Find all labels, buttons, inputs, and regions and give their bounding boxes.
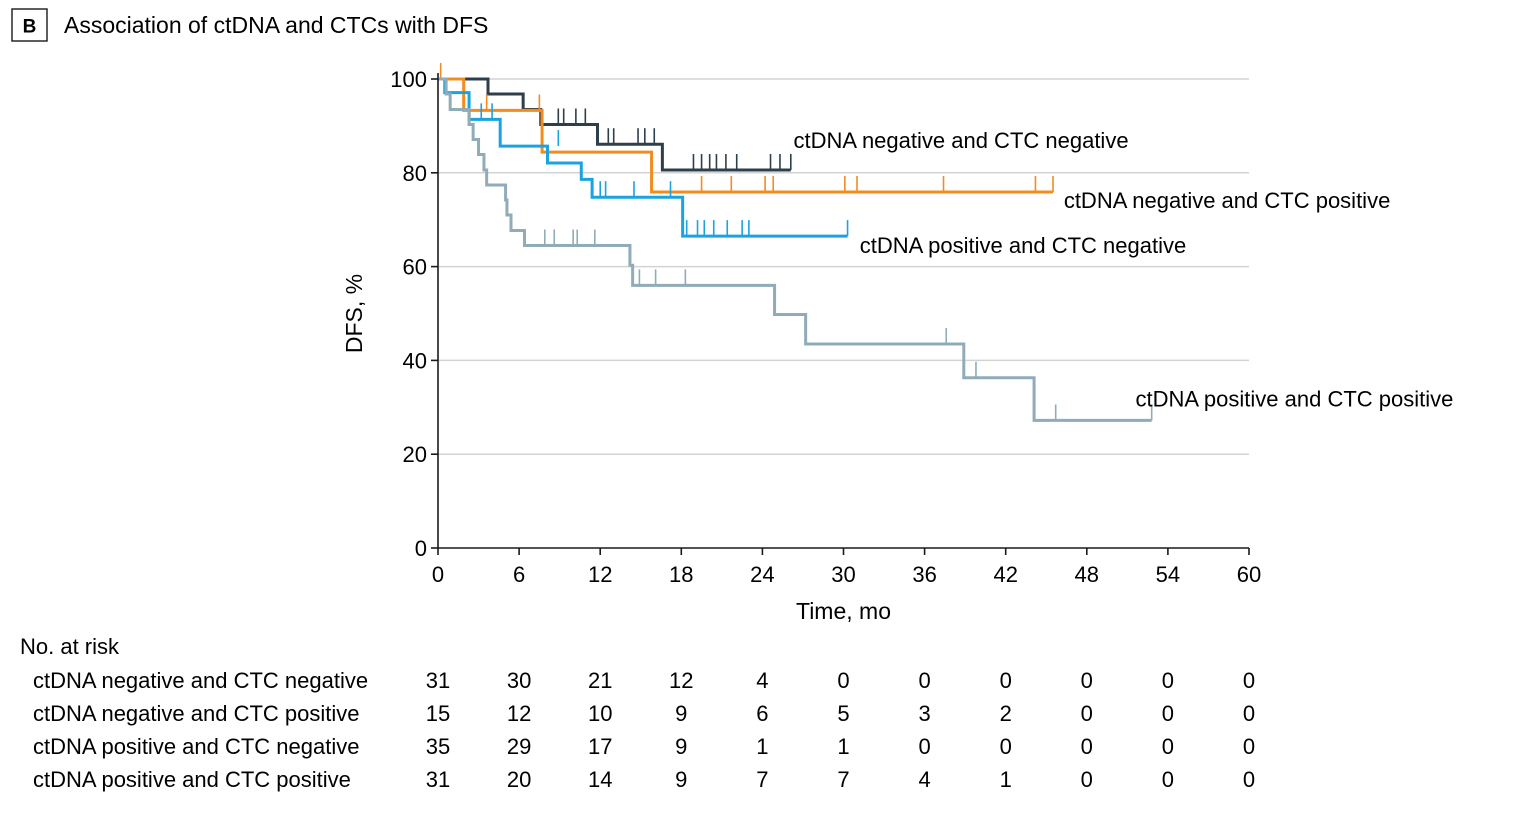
y-tick-label: 60 [403,255,427,280]
risk-count: 9 [675,734,687,759]
risk-count: 14 [588,767,612,792]
risk-count: 2 [1000,701,1012,726]
y-tick-label: 20 [403,442,427,467]
x-tick-label: 18 [669,562,693,587]
survival-curve-neg_pos [438,77,1054,194]
survival-curve-neg_neg [438,77,791,172]
risk-count: 0 [1000,668,1012,693]
risk-row-label: ctDNA positive and CTC negative [33,734,360,759]
x-tick-label: 48 [1075,562,1099,587]
risk-table-row: ctDNA positive and CTC negative 35 29 17 9 1 1… [33,734,1255,759]
risk-count: 10 [588,701,612,726]
risk-count: 0 [1162,701,1174,726]
risk-count: 20 [507,767,531,792]
y-tick-label: 0 [415,536,427,561]
curve-label-pos_pos: ctDNA positive and CTC positive [1135,386,1453,411]
risk-row-label: ctDNA negative and CTC negative [33,668,368,693]
risk-count: 6 [756,701,768,726]
risk-count: 9 [675,767,687,792]
x-tick-label: 12 [588,562,612,587]
risk-count: 12 [507,701,531,726]
risk-row-label: ctDNA positive and CTC positive [33,767,351,792]
risk-count: 7 [837,767,849,792]
risk-row-label: ctDNA negative and CTC positive [33,701,360,726]
risk-count: 4 [918,767,930,792]
panel-letter: B [23,17,37,38]
series-neg_neg [438,77,792,172]
y-axis-ticks: 0 20 40 60 80 100 [390,67,438,561]
risk-count: 0 [918,668,930,693]
risk-count: 4 [756,668,768,693]
x-axis-ticks: 0 6 12 18 24 30 36 42 48 54 60 [432,548,1261,587]
risk-count: 21 [588,668,612,693]
risk-table-row: ctDNA positive and CTC positive 31 20 14 9 7 7… [33,767,1255,792]
series-neg_pos [438,63,1054,194]
y-tick-label: 40 [403,348,427,373]
risk-count: 35 [426,734,450,759]
x-tick-label: 54 [1156,562,1180,587]
risk-count: 12 [669,668,693,693]
km-plot: 0 20 40 60 80 100 0 6 12 18 24 30 36 42 48 54 60 Time, … [341,63,1453,624]
risk-count: 0 [1081,767,1093,792]
risk-table-row: ctDNA negative and CTC positive 15 12 10 9 6 5… [33,701,1255,726]
risk-count: 0 [1000,734,1012,759]
x-tick-label: 0 [432,562,444,587]
x-axis-label: Time, mo [796,598,891,624]
x-tick-label: 36 [912,562,936,587]
panel-letter-box [11,8,48,42]
risk-count: 1 [1000,767,1012,792]
series-pos_neg [438,77,849,238]
series-pos_pos [438,77,1153,422]
curve-labels: ctDNA negative and CTC negative ctDNA neg… [793,128,1453,411]
survival-curves [438,63,1153,422]
risk-count: 0 [1162,767,1174,792]
risk-count: 0 [1162,734,1174,759]
y-tick-label: 100 [390,67,427,92]
risk-count: 0 [1243,734,1255,759]
x-tick-label: 60 [1237,562,1261,587]
y-axis-label: DFS, % [341,274,367,353]
survival-curve-pos_neg [438,77,848,238]
risk-count: 0 [1081,701,1093,726]
panel-header: B Association of ctDNA and CTCs with DFS [11,8,488,42]
risk-table-row: ctDNA negative and CTC negative 31 30 21 12 4… [33,668,1255,693]
risk-count: 0 [1081,668,1093,693]
risk-count: 0 [1243,668,1255,693]
risk-count: 1 [756,734,768,759]
x-tick-label: 42 [993,562,1017,587]
risk-count: 0 [1081,734,1093,759]
curve-label-neg_pos: ctDNA negative and CTC positive [1064,188,1391,213]
risk-count: 5 [837,701,849,726]
curve-label-neg_neg: ctDNA negative and CTC negative [793,128,1128,153]
risk-count: 17 [588,734,612,759]
risk-count: 1 [837,734,849,759]
risk-table: No. at risk ctDNA negative and CTC negat… [20,634,1255,792]
risk-count: 3 [918,701,930,726]
x-tick-label: 6 [513,562,525,587]
y-tick-label: 80 [403,161,427,186]
risk-count: 30 [507,668,531,693]
curve-label-pos_neg: ctDNA positive and CTC negative [860,233,1187,258]
risk-count: 0 [918,734,930,759]
risk-count: 9 [675,701,687,726]
x-tick-label: 24 [750,562,774,587]
panel-title: Association of ctDNA and CTCs with DFS [64,12,488,38]
grid-lines [438,78,1249,455]
risk-table-rows: ctDNA negative and CTC negative 31 30 21 12 4… [33,668,1255,792]
risk-count: 0 [1243,767,1255,792]
risk-count: 7 [756,767,768,792]
risk-count: 29 [507,734,531,759]
survival-curve-pos_pos [438,77,1152,422]
risk-count: 15 [426,701,450,726]
risk-count: 0 [1243,701,1255,726]
axes: 0 20 40 60 80 100 0 6 12 18 24 30 36 42 48 54 60 Time, … [341,67,1261,624]
risk-count: 0 [1162,668,1174,693]
risk-count: 0 [837,668,849,693]
risk-count: 31 [426,767,450,792]
x-tick-label: 30 [831,562,855,587]
risk-table-title: No. at risk [20,634,120,659]
risk-count: 31 [426,668,450,693]
